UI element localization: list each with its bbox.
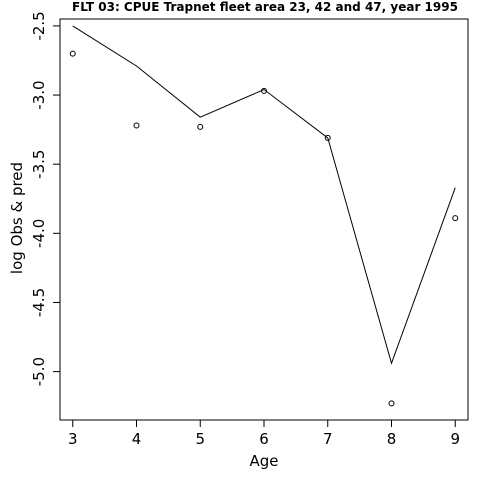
observed-point [324, 134, 331, 141]
plot-frame [59, 18, 469, 421]
y-tick-label: -2.5 [30, 11, 48, 40]
x-tick-label: 6 [259, 430, 269, 448]
x-tick-label: 4 [132, 430, 142, 448]
observed-point [388, 400, 395, 407]
x-axis-label: Age [249, 452, 278, 470]
predicted-line [72, 25, 456, 365]
x-tick-label: 7 [323, 430, 333, 448]
y-tick-label: -4.5 [30, 288, 48, 317]
y-axis: -2.5 -3.0 -3.5 -4.0 -4.5 -5.0 [30, 11, 60, 386]
predicted-line-series [72, 25, 456, 365]
observed-point [69, 50, 76, 57]
x-tick-label: 8 [387, 430, 397, 448]
y-tick-label: -4.0 [30, 219, 48, 248]
x-axis: 3 4 5 6 7 8 9 [68, 420, 460, 448]
observed-points-series [69, 50, 459, 407]
y-axis-label: log Obs & pred [8, 162, 26, 274]
x-tick-label: 9 [450, 430, 460, 448]
chart-title: FLT 03: CPUE Trapnet fleet area 23, 42 a… [72, 0, 458, 14]
observed-point [197, 123, 204, 130]
observed-point [452, 215, 459, 222]
observed-point [133, 122, 140, 129]
y-tick-label: -3.5 [30, 150, 48, 179]
x-tick-label: 5 [195, 430, 205, 448]
y-tick-label: -3.0 [30, 80, 48, 109]
x-tick-label: 3 [68, 430, 78, 448]
y-tick-label: -5.0 [30, 357, 48, 386]
observed-point [261, 87, 267, 94]
